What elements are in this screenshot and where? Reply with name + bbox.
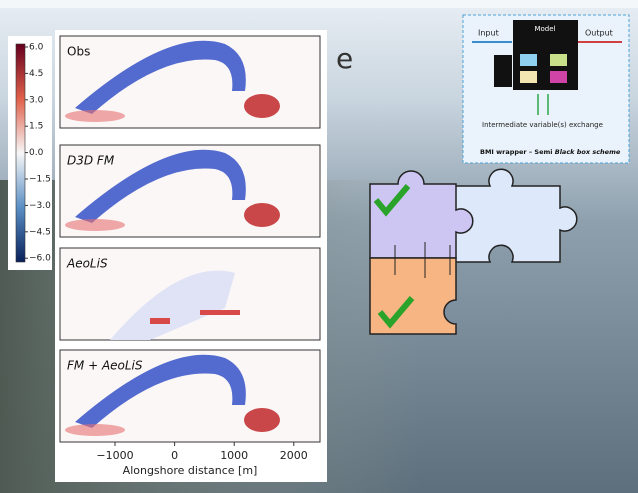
puzzle-piece [369, 257, 457, 335]
input-label: Input [478, 29, 499, 38]
panel-label: Obs [67, 45, 90, 59]
button [550, 71, 567, 83]
button [520, 71, 537, 83]
colorbar-tick-label: 3.0 [29, 95, 44, 105]
puzzle-piece [369, 170, 474, 259]
blue-arc [75, 40, 246, 114]
caption-plain: BMI wrapper – Semi [480, 148, 555, 156]
colorbar-tick-label: −6.0 [29, 254, 51, 264]
check [373, 184, 411, 217]
colorbar-tick-label: −4.5 [29, 227, 51, 237]
blue-arc [75, 149, 246, 223]
panel-label: D3D FM [67, 154, 115, 168]
colorbar-tick-label: 0.0 [29, 148, 44, 158]
colorbar-tick-label: 6.0 [29, 43, 44, 53]
red-blob [244, 408, 280, 432]
red-blob [65, 110, 125, 122]
blue-arc [75, 354, 246, 428]
colorbar-bg [8, 36, 52, 270]
x-tick-label: 1000 [220, 449, 248, 462]
red-strip [150, 318, 170, 324]
exchange-label: Intermediate variable(s) exchange [482, 121, 603, 129]
x-tick-label: 2000 [280, 449, 308, 462]
colorbar-tick-label: 1.5 [29, 122, 43, 132]
top-band [0, 0, 638, 8]
x-tick-label: −1000 [96, 449, 133, 462]
puzzle-piece [451, 168, 578, 263]
output-label: Output [585, 29, 613, 38]
x-tick-label: 0 [171, 449, 178, 462]
arrows [394, 242, 451, 278]
panel-label: AeoLiS [66, 257, 108, 271]
button [520, 54, 537, 66]
x-axis-label: Alongshore distance [m] [123, 464, 258, 477]
colorbar-tick-label: −1.5 [29, 175, 51, 185]
panel-label: FM + AeoLiS [67, 359, 143, 373]
red-strip [200, 310, 240, 315]
red-blob [65, 424, 125, 436]
red-blob [65, 219, 125, 231]
colorbar-tick-label: −3.0 [29, 201, 51, 211]
caption-italic: Black box scheme [555, 148, 621, 156]
caption: BMI wrapper – Semi Black box scheme [480, 148, 621, 156]
red-blob [244, 203, 280, 227]
puzzle [369, 168, 578, 335]
light-arc [110, 270, 235, 340]
model-label: Model [534, 25, 555, 33]
title: e [336, 42, 353, 75]
colorbar [15, 43, 26, 263]
red-blob [244, 94, 280, 118]
check [377, 296, 415, 329]
model-side [494, 55, 512, 87]
colorbar-tick-label: 4.5 [29, 69, 43, 79]
button [550, 54, 567, 66]
